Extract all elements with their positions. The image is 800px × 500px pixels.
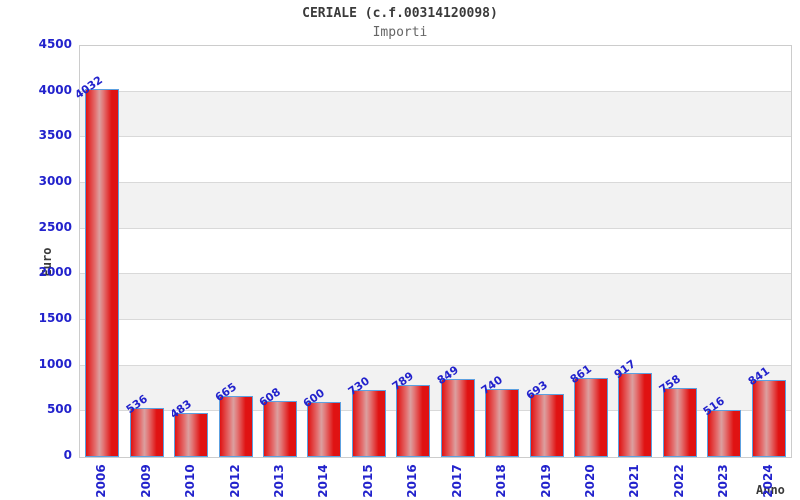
y-tick-label: 1500 bbox=[38, 311, 72, 325]
bar-2017 bbox=[440, 379, 475, 457]
y-tick-label: 2000 bbox=[38, 265, 72, 280]
plot-band bbox=[80, 91, 791, 138]
gridline bbox=[80, 90, 791, 92]
bar-2018 bbox=[485, 389, 520, 457]
x-tick-label: 2010 bbox=[183, 464, 198, 498]
x-tick-label: 2006 bbox=[94, 464, 109, 498]
x-tick-label: 2020 bbox=[583, 464, 598, 498]
x-tick-label: 2021 bbox=[627, 464, 642, 498]
x-tick-label: 2013 bbox=[271, 464, 286, 498]
bar-2019 bbox=[529, 393, 564, 457]
y-tick-label: 3000 bbox=[38, 174, 72, 188]
x-tick-label: 2012 bbox=[227, 464, 242, 498]
x-tick-label: 2017 bbox=[449, 464, 464, 498]
y-tick-label: 3500 bbox=[38, 128, 72, 143]
y-tick-label: 0 bbox=[63, 448, 72, 462]
y-tick-label: 1000 bbox=[38, 356, 72, 371]
gridline bbox=[80, 182, 791, 183]
x-axis-title: Anno bbox=[756, 483, 785, 497]
plot-area bbox=[79, 45, 792, 458]
bar-2016 bbox=[396, 384, 431, 457]
x-tick-label: 2016 bbox=[405, 464, 420, 498]
bar-2021 bbox=[618, 373, 653, 457]
y-tick-label: 500 bbox=[46, 402, 72, 417]
x-tick-label: 2022 bbox=[671, 464, 686, 498]
x-tick-label: 2015 bbox=[360, 464, 375, 498]
gridline bbox=[80, 364, 791, 366]
plot-band bbox=[80, 274, 791, 320]
bar-2012 bbox=[218, 396, 253, 457]
x-tick-label: 2018 bbox=[494, 464, 509, 498]
y-tick-label: 2500 bbox=[38, 219, 72, 234]
gridline bbox=[80, 273, 791, 275]
bar-2024 bbox=[751, 380, 786, 457]
bar-2020 bbox=[574, 378, 609, 457]
chart-title: CERIALE (c.f.00314120098) bbox=[302, 6, 498, 21]
gridline bbox=[80, 410, 791, 412]
y-tick-label: 4500 bbox=[38, 37, 72, 51]
bar-2009 bbox=[129, 408, 164, 457]
bar-2006 bbox=[85, 88, 120, 457]
gridline bbox=[80, 227, 791, 229]
bar-2023 bbox=[707, 409, 742, 457]
bar-2015 bbox=[351, 390, 386, 457]
x-tick-label: 2014 bbox=[316, 464, 331, 498]
gridline bbox=[80, 319, 791, 320]
y-tick-label: 4000 bbox=[38, 82, 72, 97]
bar-2010 bbox=[174, 412, 209, 457]
plot-band bbox=[80, 183, 791, 229]
chart-subtitle: Importi bbox=[372, 25, 428, 40]
x-tick-label: 2009 bbox=[138, 464, 153, 498]
bar-2022 bbox=[662, 387, 697, 457]
bar-2014 bbox=[307, 402, 342, 457]
x-tick-label: 2024 bbox=[760, 464, 775, 498]
gridline bbox=[80, 136, 791, 138]
x-tick-label: 2023 bbox=[716, 464, 731, 498]
x-tick-label: 2019 bbox=[538, 464, 553, 498]
bar-2013 bbox=[262, 401, 297, 457]
